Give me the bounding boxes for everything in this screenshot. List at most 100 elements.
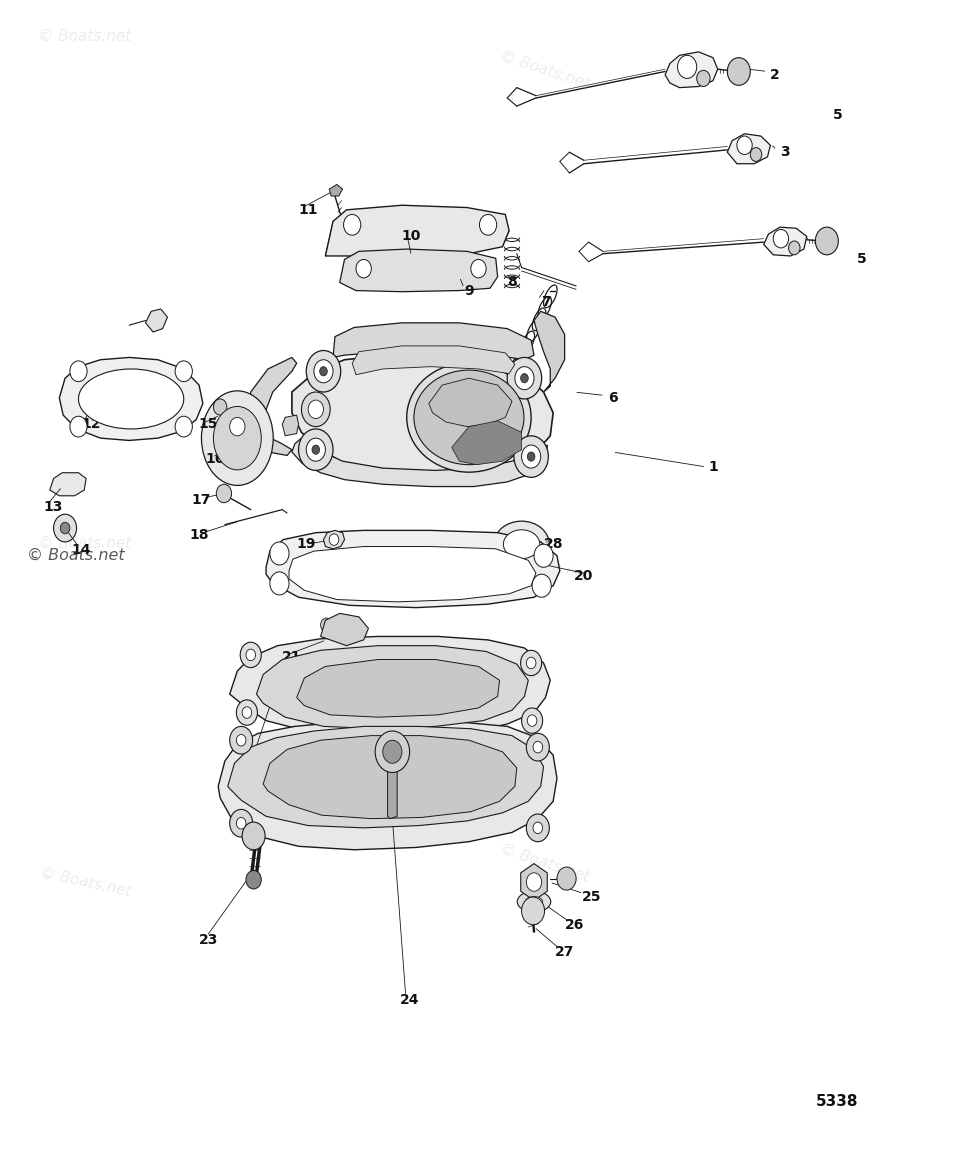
Ellipse shape bbox=[407, 362, 531, 473]
Circle shape bbox=[526, 873, 542, 891]
Text: 6: 6 bbox=[608, 391, 617, 405]
Circle shape bbox=[175, 361, 192, 382]
Circle shape bbox=[306, 351, 341, 392]
Text: 23: 23 bbox=[199, 933, 218, 947]
Circle shape bbox=[246, 871, 261, 889]
Ellipse shape bbox=[213, 407, 261, 470]
Circle shape bbox=[230, 809, 253, 837]
Ellipse shape bbox=[494, 521, 549, 567]
Circle shape bbox=[479, 214, 497, 235]
Circle shape bbox=[344, 214, 361, 235]
Text: 24: 24 bbox=[400, 993, 419, 1007]
Text: © Boats.net: © Boats.net bbox=[498, 48, 591, 91]
Polygon shape bbox=[388, 736, 397, 819]
Polygon shape bbox=[340, 249, 498, 292]
Polygon shape bbox=[429, 378, 512, 427]
Text: 14: 14 bbox=[72, 543, 91, 557]
Circle shape bbox=[534, 544, 553, 567]
Circle shape bbox=[515, 367, 534, 390]
Circle shape bbox=[213, 399, 227, 415]
Circle shape bbox=[54, 514, 77, 542]
Circle shape bbox=[230, 726, 253, 754]
Text: 25: 25 bbox=[582, 890, 601, 904]
Polygon shape bbox=[323, 530, 345, 549]
Circle shape bbox=[375, 731, 410, 773]
Text: 11: 11 bbox=[299, 203, 318, 217]
Circle shape bbox=[737, 136, 752, 155]
Circle shape bbox=[320, 367, 327, 376]
Circle shape bbox=[514, 436, 548, 477]
Circle shape bbox=[60, 522, 70, 534]
Polygon shape bbox=[764, 227, 807, 256]
Circle shape bbox=[727, 58, 750, 85]
Text: © Boats.net: © Boats.net bbox=[498, 542, 591, 585]
Text: 15: 15 bbox=[199, 417, 218, 431]
Polygon shape bbox=[230, 636, 550, 736]
Polygon shape bbox=[145, 309, 167, 332]
Polygon shape bbox=[665, 52, 718, 88]
Circle shape bbox=[533, 741, 543, 753]
Text: 27: 27 bbox=[555, 945, 574, 959]
Circle shape bbox=[236, 700, 257, 725]
Circle shape bbox=[70, 416, 87, 437]
Text: © Boats.net: © Boats.net bbox=[38, 536, 131, 551]
Circle shape bbox=[522, 897, 545, 925]
Circle shape bbox=[240, 642, 261, 668]
Ellipse shape bbox=[503, 530, 540, 559]
Circle shape bbox=[270, 542, 289, 565]
Text: 1: 1 bbox=[708, 460, 718, 474]
Polygon shape bbox=[452, 421, 522, 465]
Circle shape bbox=[236, 817, 246, 829]
Text: 3: 3 bbox=[780, 145, 790, 159]
Polygon shape bbox=[321, 613, 368, 646]
Ellipse shape bbox=[518, 891, 551, 912]
Circle shape bbox=[471, 259, 486, 278]
Text: 5: 5 bbox=[857, 253, 866, 266]
Circle shape bbox=[329, 534, 339, 545]
Text: 2: 2 bbox=[770, 68, 780, 82]
Circle shape bbox=[815, 227, 838, 255]
Text: 21: 21 bbox=[282, 650, 301, 664]
Text: 5: 5 bbox=[833, 108, 842, 122]
Polygon shape bbox=[297, 660, 500, 717]
Circle shape bbox=[270, 572, 289, 595]
Polygon shape bbox=[521, 864, 547, 900]
Circle shape bbox=[522, 445, 541, 468]
Ellipse shape bbox=[525, 897, 543, 906]
Circle shape bbox=[70, 361, 87, 382]
Polygon shape bbox=[289, 547, 536, 602]
Text: © Boats.net: © Boats.net bbox=[27, 548, 124, 563]
Polygon shape bbox=[266, 530, 560, 608]
Text: 12: 12 bbox=[81, 417, 100, 431]
Text: 18: 18 bbox=[189, 528, 209, 542]
Circle shape bbox=[557, 867, 576, 890]
Circle shape bbox=[521, 650, 542, 676]
Circle shape bbox=[242, 707, 252, 718]
Circle shape bbox=[356, 259, 371, 278]
Circle shape bbox=[321, 618, 332, 632]
Text: 22: 22 bbox=[244, 760, 263, 774]
Polygon shape bbox=[228, 726, 544, 828]
Circle shape bbox=[522, 708, 543, 733]
Circle shape bbox=[750, 148, 762, 161]
Circle shape bbox=[521, 374, 528, 383]
Circle shape bbox=[301, 392, 330, 427]
Polygon shape bbox=[247, 357, 297, 455]
Text: 9: 9 bbox=[464, 284, 474, 297]
Polygon shape bbox=[256, 646, 528, 729]
Circle shape bbox=[230, 417, 245, 436]
Circle shape bbox=[789, 241, 800, 255]
Circle shape bbox=[526, 814, 549, 842]
Circle shape bbox=[507, 357, 542, 399]
Circle shape bbox=[533, 822, 543, 834]
Circle shape bbox=[246, 649, 256, 661]
Circle shape bbox=[527, 715, 537, 726]
Circle shape bbox=[526, 733, 549, 761]
Circle shape bbox=[697, 70, 710, 86]
Polygon shape bbox=[59, 357, 203, 440]
Circle shape bbox=[216, 484, 232, 503]
Circle shape bbox=[242, 822, 265, 850]
Circle shape bbox=[383, 740, 402, 763]
Circle shape bbox=[299, 429, 333, 470]
Polygon shape bbox=[218, 721, 557, 850]
